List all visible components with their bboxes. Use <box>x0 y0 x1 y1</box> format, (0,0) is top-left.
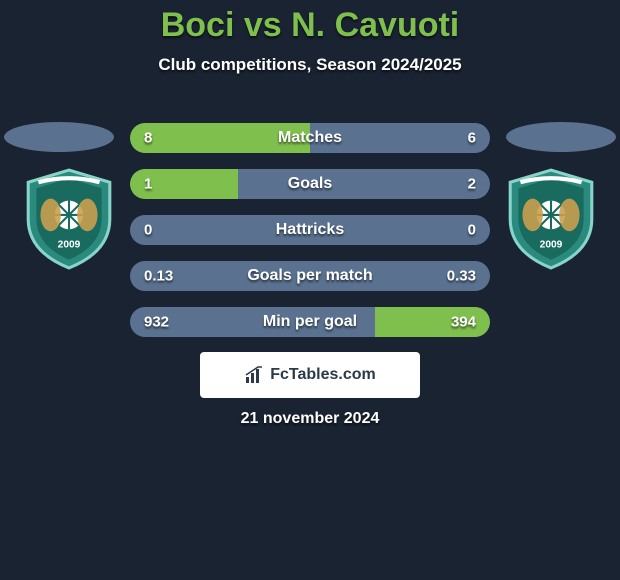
stat-value-right: 0.33 <box>447 268 476 285</box>
stat-row: 0 Hattricks 0 <box>130 215 490 245</box>
stat-value-right: 2 <box>468 176 476 193</box>
stat-label: Matches <box>130 129 490 147</box>
stat-label: Hattricks <box>130 221 490 239</box>
page-subtitle: Club competitions, Season 2024/2025 <box>0 55 620 75</box>
brand-text: FcTables.com <box>270 366 376 384</box>
stat-label: Min per goal <box>130 313 490 331</box>
stat-value-right: 0 <box>468 222 476 239</box>
badge-year-text: 2009 <box>58 240 81 251</box>
comparison-card: Boci vs N. Cavuoti Club competitions, Se… <box>0 0 620 580</box>
badge-year-text: 2009 <box>540 240 563 251</box>
stat-row: 8 Matches 6 <box>130 123 490 153</box>
club-badge-right: 2009 <box>500 168 602 270</box>
page-title: Boci vs N. Cavuoti <box>0 0 620 45</box>
stats-panel: 8 Matches 6 1 Goals 2 0 Hattricks 0 0.13… <box>130 123 490 353</box>
stat-value-right: 394 <box>451 314 476 331</box>
chart-icon <box>244 365 264 385</box>
stat-value-right: 6 <box>468 130 476 147</box>
brand-box[interactable]: FcTables.com <box>200 352 420 398</box>
stat-row: 932 Min per goal 394 <box>130 307 490 337</box>
shield-icon: 2009 <box>18 168 120 270</box>
stat-label: Goals per match <box>130 267 490 285</box>
stat-row: 1 Goals 2 <box>130 169 490 199</box>
club-badge-left: 2009 <box>18 168 120 270</box>
date-label: 21 november 2024 <box>0 410 620 428</box>
shield-icon: 2009 <box>500 168 602 270</box>
player-left-head <box>4 122 114 152</box>
stat-row: 0.13 Goals per match 0.33 <box>130 261 490 291</box>
stat-label: Goals <box>130 175 490 193</box>
player-right-head <box>506 122 616 152</box>
